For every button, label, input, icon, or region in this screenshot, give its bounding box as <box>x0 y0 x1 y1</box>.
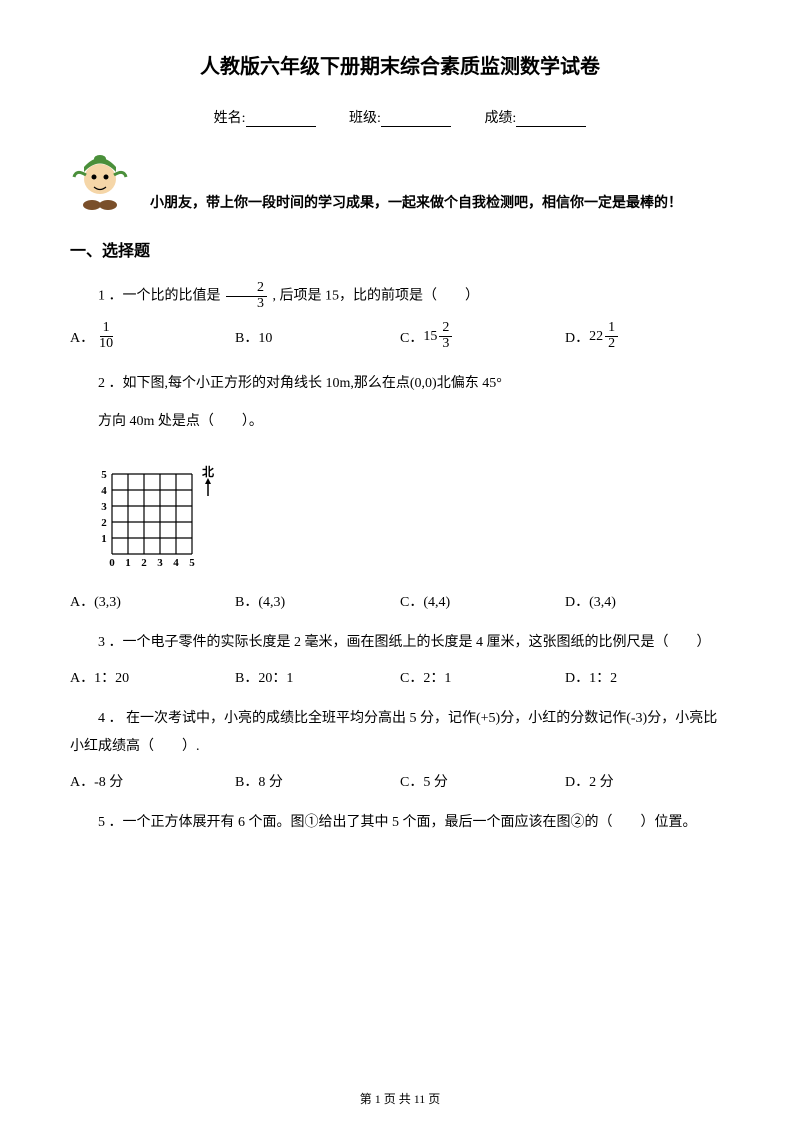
q4-options: A．-8 分 B．8 分 C．5 分 D．2 分 <box>70 771 730 791</box>
q1-text: 1 ．一个比的比值是 23 , 后项是 15，比的前项是（ ） <box>70 281 730 311</box>
score-label: 成绩: <box>484 111 516 126</box>
fill-line: 姓名: 班级: 成绩: <box>70 107 730 127</box>
page-footer: 第 1 页 共 11 页 <box>0 1090 800 1107</box>
name-blank[interactable] <box>246 112 316 127</box>
svg-text:2: 2 <box>141 557 147 569</box>
q4-opt-b[interactable]: B．8 分 <box>235 771 400 791</box>
mascot-row: 小朋友，带上你一段时间的学习成果，一起来做个自我检测吧，相信你一定是最棒的！ <box>70 147 730 217</box>
class-label: 班级: <box>349 111 381 126</box>
q5-text: 5 ．一个正方体展开有 6 个面。图①给出了其中 5 个面，最后一个面应该在图②… <box>70 809 730 837</box>
q3-text: 3 ．一个电子零件的实际长度是 2 毫米，画在图纸上的长度是 4 厘米，这张图纸… <box>70 629 730 657</box>
q1-frac: 23 <box>226 281 267 311</box>
q2-opt-d[interactable]: D．(3,4) <box>565 591 730 611</box>
svg-text:1: 1 <box>125 557 131 569</box>
q1-opt-a[interactable]: A． 110 <box>70 321 235 351</box>
q3-opt-c[interactable]: C．2：1 <box>400 667 565 687</box>
svg-text:3: 3 <box>157 557 163 569</box>
svg-text:4: 4 <box>173 557 179 569</box>
svg-text:4: 4 <box>101 485 107 497</box>
page: 人教版六年级下册期末综合素质监测数学试卷 姓名: 班级: 成绩: 小朋友，带上你… <box>0 0 800 1132</box>
q4-text: 4 ． 在一次考试中，小亮的成绩比全班平均分高出 5 分，记作(+5)分，小红的… <box>70 705 730 761</box>
svg-text:2: 2 <box>101 517 107 529</box>
name-label: 姓名: <box>214 111 246 126</box>
q3-opt-b[interactable]: B．20：1 <box>235 667 400 687</box>
q2-opt-a[interactable]: A．(3,3) <box>70 591 235 611</box>
section-heading: 一、选择题 <box>70 237 730 261</box>
q1-d-mixed: 22 12 <box>589 321 620 351</box>
q2-options: A．(3,3) B．(4,3) C．(4,4) D．(3,4) <box>70 591 730 611</box>
svg-text:0: 0 <box>109 557 115 569</box>
q3-opt-a[interactable]: A．1：20 <box>70 667 235 687</box>
q1-c-mixed: 15 23 <box>423 321 454 351</box>
q1-a-frac: 110 <box>96 321 116 351</box>
q1-opt-c[interactable]: C． 15 23 <box>400 321 565 351</box>
q1-opt-b[interactable]: B．10 <box>235 327 400 347</box>
q4-opt-a[interactable]: A．-8 分 <box>70 771 235 791</box>
svg-text:1: 1 <box>101 533 107 545</box>
encourage-text: 小朋友，带上你一段时间的学习成果，一起来做个自我检测吧，相信你一定是最棒的！ <box>150 192 682 217</box>
class-blank[interactable] <box>381 112 451 127</box>
svg-text:3: 3 <box>101 501 107 513</box>
q2-opt-c[interactable]: C．(4,4) <box>400 591 565 611</box>
q2-grid-diagram: 01234512345北 <box>90 454 230 574</box>
q2-opt-b[interactable]: B．(4,3) <box>235 591 400 611</box>
q2-line2: 方向 40m 处是点（ ）。 <box>70 408 730 436</box>
q4-opt-c[interactable]: C．5 分 <box>400 771 565 791</box>
q4-opt-d[interactable]: D．2 分 <box>565 771 730 791</box>
q1-options: A． 110 B．10 C． 15 23 D． 22 12 <box>70 321 730 351</box>
q3-opt-d[interactable]: D．1：2 <box>565 667 730 687</box>
q1-opt-d[interactable]: D． 22 12 <box>565 321 730 351</box>
score-blank[interactable] <box>516 112 586 127</box>
svg-text:北: 北 <box>202 464 214 479</box>
svg-text:5: 5 <box>101 469 107 481</box>
q2-line1: 2 ．如下图,每个小正方形的对角线长 10m,那么在点(0,0)北偏东 45° <box>70 370 730 398</box>
q1-prefix: 1 ．一个比的比值是 <box>98 288 221 303</box>
q1-suffix: , 后项是 15，比的前项是（ ） <box>273 288 480 303</box>
page-title: 人教版六年级下册期末综合素质监测数学试卷 <box>70 50 730 79</box>
svg-text:5: 5 <box>189 557 195 569</box>
mascot-icon <box>70 147 130 217</box>
q3-options: A．1：20 B．20：1 C．2：1 D．1：2 <box>70 667 730 687</box>
